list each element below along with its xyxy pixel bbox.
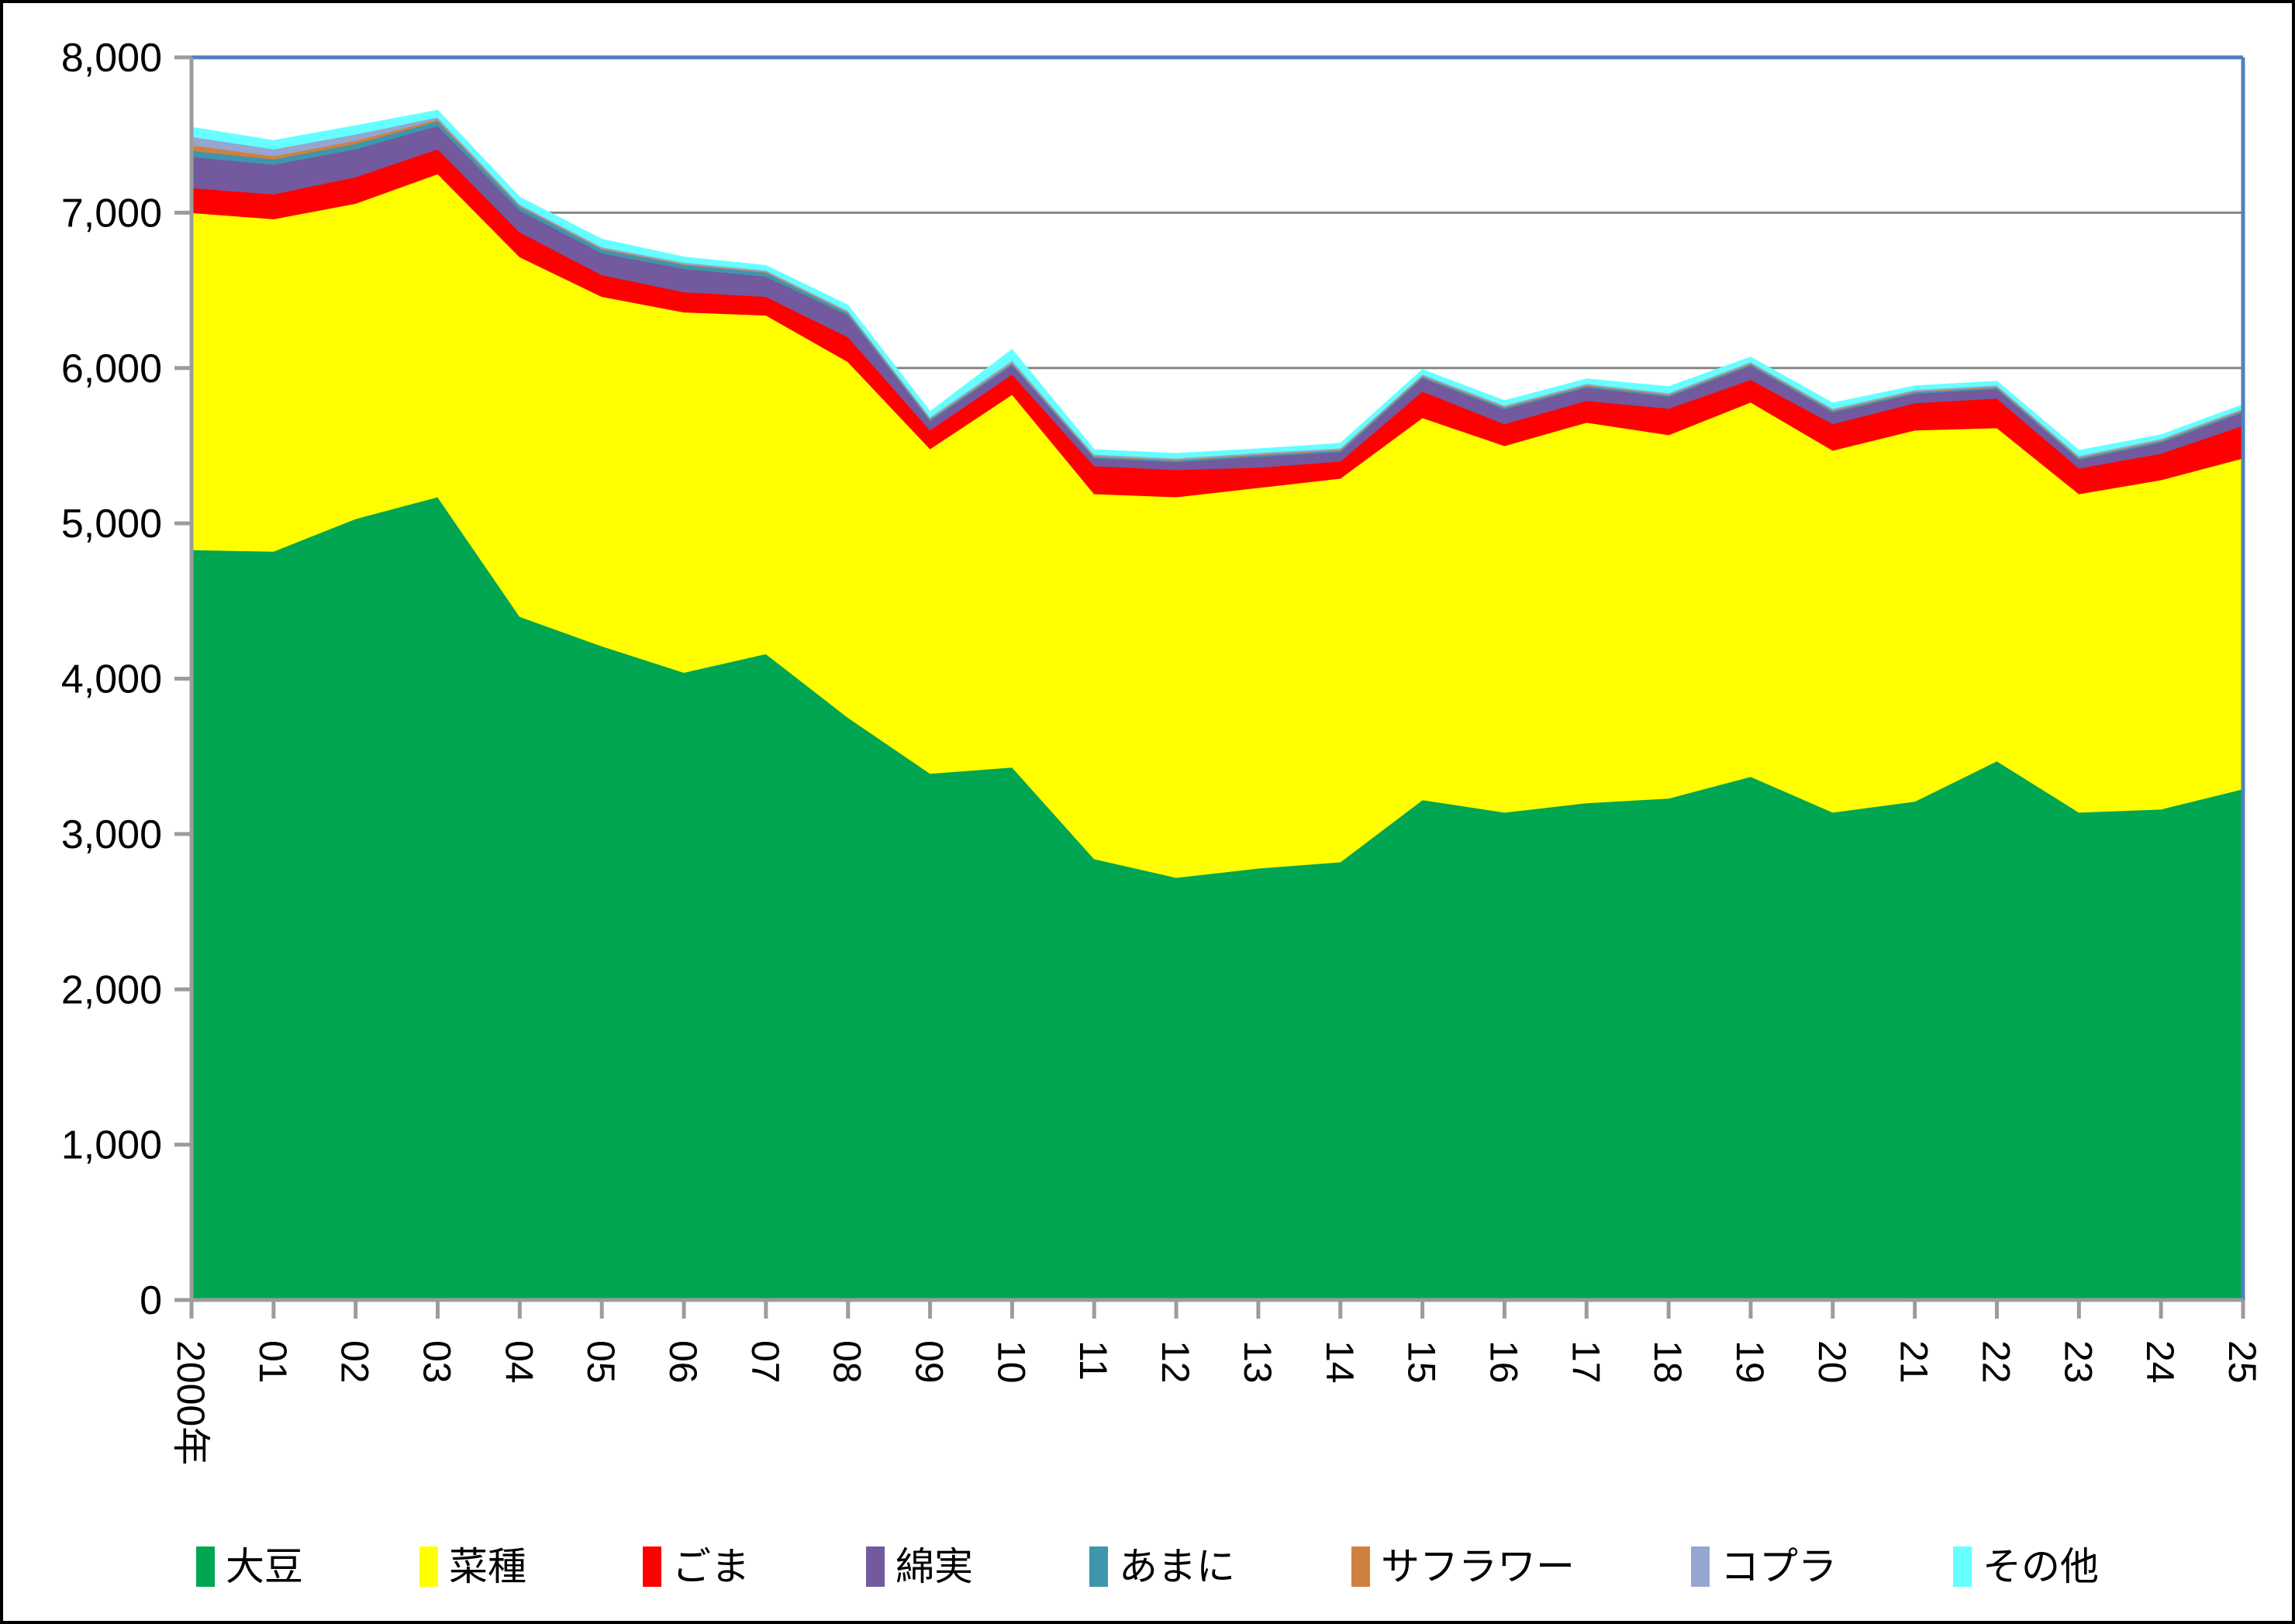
x-axis-label-2: 02	[333, 1340, 377, 1384]
y-axis-label-5000: 5,000	[61, 502, 162, 547]
legend-label-others: その他	[1983, 1545, 2099, 1588]
legend-swatch-rapeseed-icon	[419, 1546, 438, 1587]
x-axis-label-4: 04	[497, 1340, 540, 1384]
x-axis-label-20: 20	[1810, 1340, 1854, 1384]
x-axis-label-3: 03	[416, 1340, 459, 1384]
legend-item-cottonseed: 綿実	[866, 1546, 973, 1587]
x-axis-label-0: 2000年	[169, 1340, 212, 1465]
x-axis-label-12: 12	[1154, 1340, 1197, 1384]
legend-item-others: その他	[1953, 1546, 2099, 1587]
legend-label-rapeseed: 菜種	[449, 1545, 526, 1588]
stacked-area-chart: 0 1,000 2,000 3,000 4,000 5,000 6,000 7,000 8,00…	[61, 36, 2264, 1465]
legend-label-copra: コプラ	[1720, 1545, 1837, 1588]
y-axis-label-3000: 3,000	[61, 812, 162, 857]
x-axis-label-9: 09	[908, 1340, 951, 1384]
x-axis-label-21: 21	[1893, 1340, 1936, 1384]
legend-item-sesame: ごま	[643, 1546, 750, 1587]
x-axis-label-24: 24	[2138, 1340, 2182, 1384]
x-axis-label-8: 08	[826, 1340, 869, 1384]
x-axis-label-7: 07	[744, 1340, 787, 1384]
legend-item-safflower: サフラワー	[1351, 1546, 1575, 1587]
legend-label-safflower: サフラワー	[1381, 1545, 1575, 1588]
legend-swatch-copra-icon	[1691, 1546, 1710, 1587]
legend-swatch-linseed-icon	[1089, 1546, 1108, 1587]
legend-item-copra: コプラ	[1691, 1546, 1837, 1587]
x-axis-label-16: 16	[1482, 1340, 1525, 1384]
legend-swatch-others-icon	[1953, 1546, 1972, 1587]
legend-item-linseed: あまに	[1089, 1546, 1235, 1587]
x-axis-label-25: 25	[2221, 1340, 2264, 1384]
y-axis-label-2000: 2,000	[61, 967, 162, 1012]
chart-legend: 大豆 菜種 ごま 綿実 あまに サフラワー コプラ その他	[96, 1524, 2199, 1609]
legend-label-linseed: あまに	[1119, 1545, 1235, 1588]
x-axis-label-19: 19	[1728, 1340, 1772, 1384]
y-axis-label-7000: 7,000	[61, 191, 162, 236]
legend-swatch-soybean-icon	[196, 1546, 215, 1587]
x-axis-label-10: 10	[989, 1340, 1033, 1384]
y-axis-label-1000: 1,000	[61, 1123, 162, 1168]
x-axis-label-11: 11	[1072, 1340, 1115, 1381]
legend-swatch-sesame-icon	[643, 1546, 661, 1587]
x-axis-label-23: 23	[2056, 1340, 2100, 1384]
y-axis-label-0: 0	[140, 1278, 162, 1323]
x-axis-label-15: 15	[1400, 1340, 1444, 1384]
x-axis-label-22: 22	[1974, 1340, 2017, 1384]
y-axis-label-4000: 4,000	[61, 657, 162, 702]
legend-label-cottonseed: 綿実	[896, 1545, 973, 1588]
x-axis-label-1: 01	[251, 1340, 295, 1384]
legend-item-soybean: 大豆	[196, 1546, 303, 1587]
y-axis-label-8000: 8,000	[61, 36, 162, 81]
legend-swatch-safflower-icon	[1351, 1546, 1370, 1587]
legend-label-soybean: 大豆	[226, 1545, 303, 1588]
x-axis-label-13: 13	[1236, 1340, 1279, 1384]
x-axis-label-5: 05	[579, 1340, 623, 1384]
y-axis-label-6000: 6,000	[61, 347, 162, 391]
x-axis-label-14: 14	[1318, 1340, 1361, 1384]
legend-label-sesame: ごま	[672, 1545, 750, 1588]
legend-item-rapeseed: 菜種	[419, 1546, 526, 1587]
x-axis-label-17: 17	[1564, 1340, 1607, 1384]
x-axis-label-18: 18	[1646, 1340, 1689, 1384]
legend-swatch-cottonseed-icon	[866, 1546, 885, 1587]
x-axis-label-6: 06	[661, 1340, 705, 1384]
